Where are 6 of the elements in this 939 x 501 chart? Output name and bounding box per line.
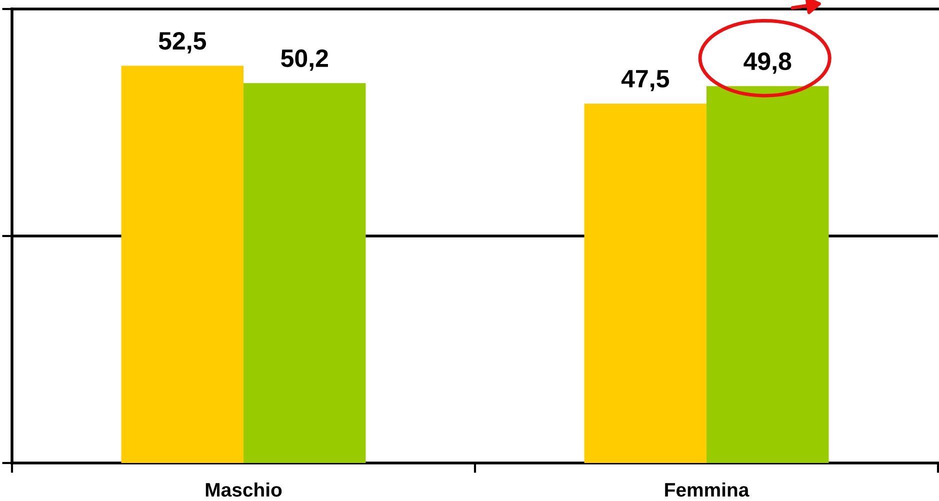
data-label: 52,5 <box>158 32 206 54</box>
data-label: 49,8 <box>744 52 792 74</box>
x-tick-label: Maschio <box>206 482 282 497</box>
data-label: 50,2 <box>281 49 328 71</box>
data-label: 47,5 <box>621 70 670 92</box>
x-tick-label: Femmina <box>665 482 750 497</box>
